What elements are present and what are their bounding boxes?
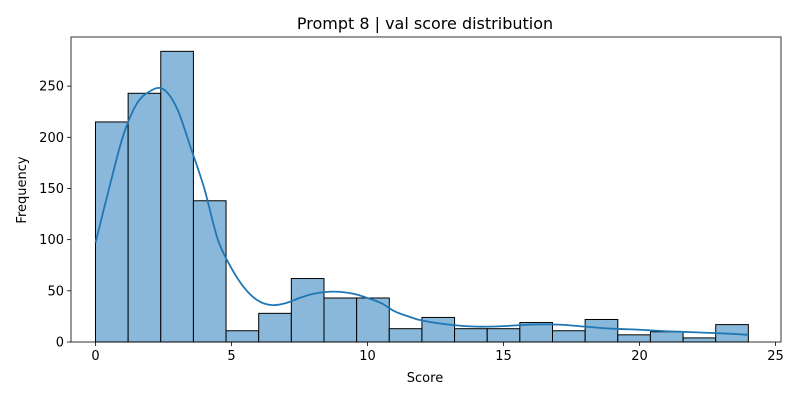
histogram-bar-5	[258, 312, 292, 343]
histogram-bar-0	[94, 121, 129, 343]
histogram-bar-18	[682, 337, 717, 343]
histogram-bar-2	[160, 50, 194, 343]
histogram-bar-1	[127, 92, 162, 343]
y-tick-label: 50	[47, 284, 64, 299]
histogram-bar-12	[486, 328, 521, 343]
x-tick-label: 10	[359, 349, 376, 364]
histogram-bar-3	[192, 200, 227, 343]
histogram-bar-14	[551, 330, 586, 343]
histogram-bar-15	[584, 318, 619, 343]
x-tick-label: 20	[631, 349, 648, 364]
histogram-bar-6	[290, 278, 325, 343]
histogram-bar-4	[225, 330, 260, 343]
histogram-bar-11	[454, 328, 488, 343]
y-tick-label: 200	[39, 131, 64, 146]
y-axis-title: Frequency	[15, 156, 30, 223]
x-tick-label: 15	[495, 349, 512, 364]
y-tick-label: 150	[39, 182, 64, 197]
chart-title: Prompt 8 | val score distribution	[297, 14, 553, 33]
y-tick-label: 250	[39, 80, 64, 95]
histogram-bar-17	[649, 331, 684, 343]
histogram-bar-9	[388, 328, 423, 343]
bars-layer	[94, 50, 749, 343]
plot-frame	[70, 36, 782, 343]
kde-curve	[94, 86, 749, 336]
kde-layer	[94, 86, 749, 336]
x-tick-label: 25	[767, 349, 784, 364]
x-tick-label: 5	[227, 349, 235, 364]
histogram-bar-16	[617, 334, 651, 343]
y-tick-label: 100	[39, 233, 64, 248]
x-axis-ticks: 0 5 10 15 20 25	[91, 342, 784, 364]
y-tick-label: 0	[56, 336, 64, 351]
histogram-bar-7	[323, 297, 358, 343]
x-tick-label: 0	[91, 349, 99, 364]
x-axis-title: Score	[407, 371, 443, 386]
y-axis-ticks: 0 50 100 150 200 250	[39, 80, 71, 351]
